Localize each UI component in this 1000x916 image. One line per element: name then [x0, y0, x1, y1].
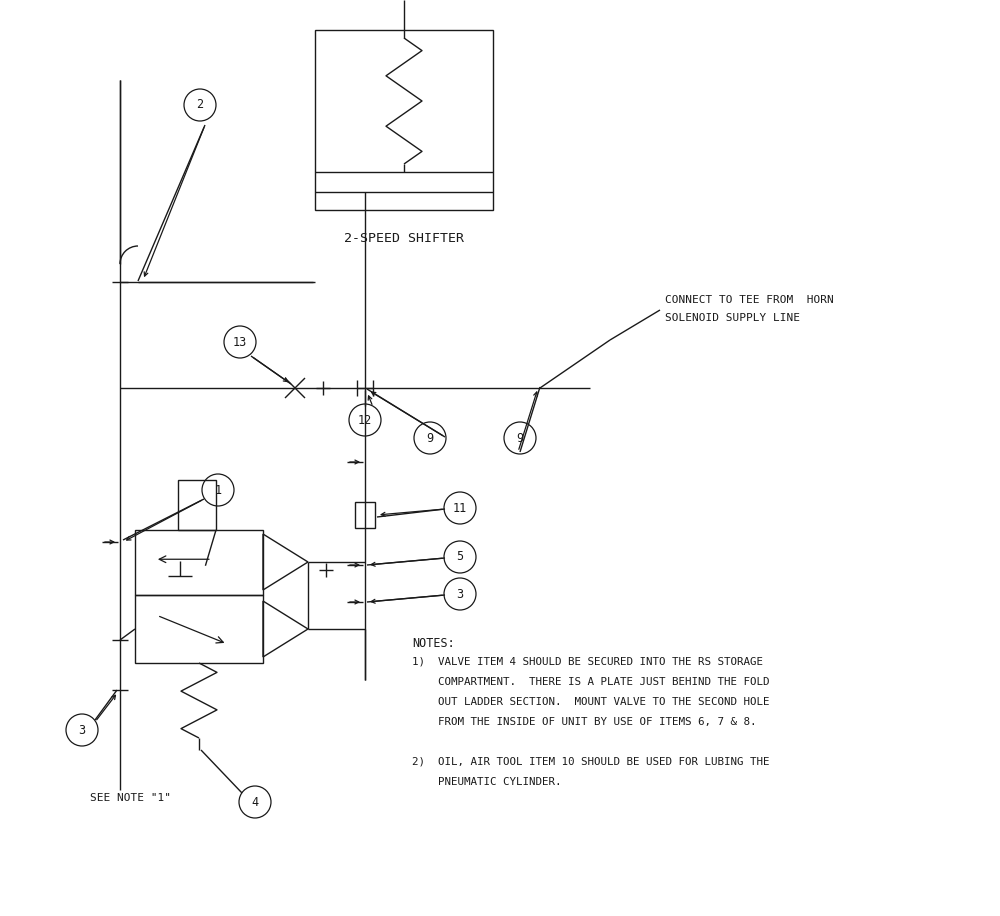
Text: 2: 2	[196, 99, 204, 112]
Text: NOTES:: NOTES:	[412, 637, 455, 650]
Text: PNEUMATIC CYLINDER.: PNEUMATIC CYLINDER.	[412, 777, 562, 787]
Text: 1)  VALVE ITEM 4 SHOULD BE SECURED INTO THE RS STORAGE: 1) VALVE ITEM 4 SHOULD BE SECURED INTO T…	[412, 657, 763, 667]
Text: 12: 12	[358, 413, 372, 427]
Text: COMPARTMENT.  THERE IS A PLATE JUST BEHIND THE FOLD: COMPARTMENT. THERE IS A PLATE JUST BEHIN…	[412, 677, 770, 687]
Text: 2-SPEED SHIFTER: 2-SPEED SHIFTER	[344, 232, 464, 245]
Bar	[315, 30, 493, 210]
Bar	[178, 480, 216, 530]
Text: 3: 3	[456, 587, 464, 601]
Bar	[135, 530, 263, 595]
Text: SEE NOTE "1": SEE NOTE "1"	[90, 793, 171, 803]
Text: 9: 9	[426, 431, 434, 444]
Text: FROM THE INSIDE OF UNIT BY USE OF ITEMS 6, 7 & 8.: FROM THE INSIDE OF UNIT BY USE OF ITEMS …	[412, 717, 757, 727]
Text: 1: 1	[214, 484, 222, 496]
Text: 5: 5	[456, 551, 464, 563]
Text: 11: 11	[453, 501, 467, 515]
Text: 13: 13	[233, 335, 247, 348]
Text: CONNECT TO TEE FROM  HORN: CONNECT TO TEE FROM HORN	[665, 295, 834, 305]
Text: 2)  OIL, AIR TOOL ITEM 10 SHOULD BE USED FOR LUBING THE: 2) OIL, AIR TOOL ITEM 10 SHOULD BE USED …	[412, 757, 770, 767]
Bar	[355, 502, 375, 528]
Text: SOLENOID SUPPLY LINE: SOLENOID SUPPLY LINE	[665, 313, 800, 323]
Text: 4: 4	[251, 795, 259, 809]
Text: 3: 3	[78, 724, 86, 736]
Text: 9: 9	[516, 431, 524, 444]
Text: OUT LADDER SECTION.  MOUNT VALVE TO THE SECOND HOLE: OUT LADDER SECTION. MOUNT VALVE TO THE S…	[412, 697, 770, 707]
Bar	[135, 595, 263, 663]
